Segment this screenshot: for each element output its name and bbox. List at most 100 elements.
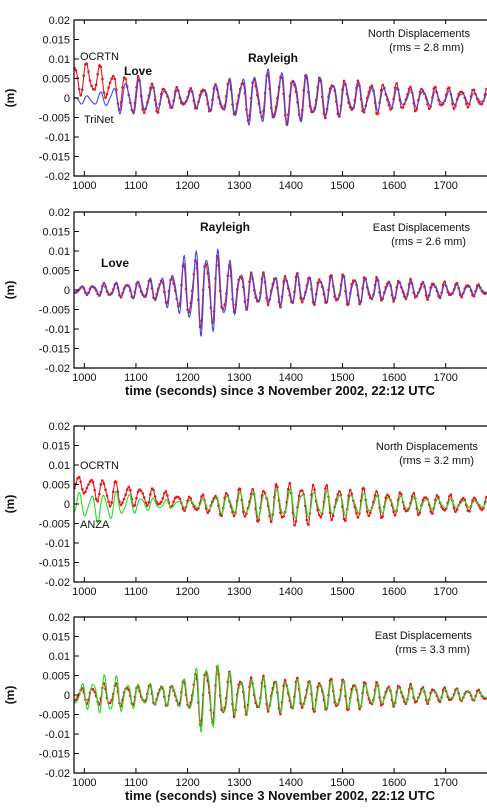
- data-point: [104, 96, 107, 99]
- data-point: [392, 705, 395, 708]
- y-tick-label: -0.02: [45, 577, 70, 589]
- data-point: [296, 272, 299, 275]
- data-point: [338, 490, 341, 493]
- data-point: [90, 478, 93, 482]
- data-point: [338, 115, 341, 118]
- data-point: [426, 702, 429, 705]
- data-point: [471, 499, 474, 502]
- data-point: [369, 511, 372, 515]
- data-point: [163, 492, 166, 495]
- data-point: [387, 495, 391, 498]
- component-label: North Displacements: [368, 28, 471, 40]
- y-tick-label: 0: [64, 690, 70, 702]
- y-tick-label: 0.02: [49, 15, 70, 27]
- data-point: [251, 487, 254, 491]
- x-tick-label: 1200: [175, 586, 199, 598]
- x-tick-label: 1500: [330, 777, 354, 789]
- data-point: [127, 485, 130, 489]
- data-point: [454, 510, 457, 513]
- data-point: [142, 496, 146, 499]
- y-tick-label: 0.015: [42, 227, 70, 239]
- data-point: [77, 87, 81, 91]
- data-point: [147, 500, 151, 504]
- x-tick-label: 1000: [72, 777, 96, 789]
- data-point: [189, 497, 192, 500]
- data-point: [421, 89, 425, 92]
- data-point: [443, 280, 447, 284]
- data-point: [262, 271, 265, 274]
- data-point: [74, 698, 78, 701]
- data-point: [85, 62, 89, 66]
- data-point: [81, 487, 84, 491]
- data-point: [452, 107, 456, 110]
- data-point: [220, 514, 223, 517]
- y-tick-label: 0.01: [49, 246, 70, 258]
- data-point: [418, 511, 422, 514]
- x-axis-label: time (seconds) since 3 November 2002, 22…: [125, 788, 436, 803]
- data-point: [313, 488, 316, 492]
- series-trace: [74, 476, 487, 527]
- data-point: [129, 488, 132, 492]
- data-point: [91, 480, 95, 484]
- data-point: [392, 300, 395, 303]
- y-tick-label: -0.02: [45, 768, 70, 780]
- data-point: [113, 77, 117, 81]
- data-point: [122, 497, 126, 501]
- y-tick-label: -0.015: [39, 558, 70, 570]
- x-tick-label: 1200: [175, 180, 199, 192]
- data-point: [82, 74, 86, 77]
- data-point: [319, 515, 323, 519]
- data-point: [107, 500, 110, 504]
- series-line: [74, 67, 487, 127]
- data-point: [74, 69, 78, 72]
- data-point: [99, 483, 103, 486]
- data-point: [257, 518, 261, 522]
- data-point: [133, 503, 137, 507]
- data-point: [81, 88, 84, 91]
- data-point: [136, 75, 140, 78]
- y-axis-label: (m): [3, 89, 17, 108]
- x-tick-label: 1600: [382, 586, 406, 598]
- data-point: [115, 481, 118, 484]
- data-point: [457, 92, 460, 96]
- y-tick-label: 0.005: [42, 74, 70, 86]
- data-point: [124, 77, 127, 81]
- data-point: [347, 494, 350, 498]
- data-point: [413, 109, 417, 113]
- data-point: [177, 495, 180, 499]
- data-point: [409, 682, 412, 686]
- data-point: [330, 518, 333, 522]
- data-point: [472, 88, 476, 92]
- data-point: [242, 82, 245, 85]
- data-point: [276, 485, 279, 489]
- x-tick-label: 1700: [433, 372, 457, 384]
- data-point: [324, 116, 327, 120]
- data-point: [262, 674, 265, 678]
- data-point: [362, 110, 366, 114]
- data-point: [98, 492, 101, 496]
- data-point: [415, 107, 419, 111]
- station-ref-label: ANZA: [80, 519, 110, 531]
- data-point: [115, 682, 118, 685]
- data-point: [384, 496, 388, 500]
- data-point: [93, 690, 96, 694]
- component-label: East Displacements: [375, 630, 473, 642]
- x-tick-label: 1400: [279, 777, 303, 789]
- data-point: [375, 490, 378, 493]
- data-point: [98, 703, 101, 706]
- data-point: [144, 501, 148, 505]
- data-point: [407, 87, 411, 91]
- data-point: [421, 280, 425, 284]
- data-point: [406, 509, 409, 512]
- data-point: [84, 490, 87, 494]
- data-point: [438, 700, 442, 704]
- y-axis-label: (m): [3, 495, 17, 514]
- data-point: [401, 106, 405, 109]
- x-tick-label: 1500: [330, 180, 354, 192]
- component-label: East Displacements: [373, 222, 471, 234]
- y-tick-label: 0.01: [49, 54, 70, 66]
- data-point: [465, 102, 468, 106]
- x-tick-label: 1500: [330, 586, 354, 598]
- data-point: [183, 509, 186, 512]
